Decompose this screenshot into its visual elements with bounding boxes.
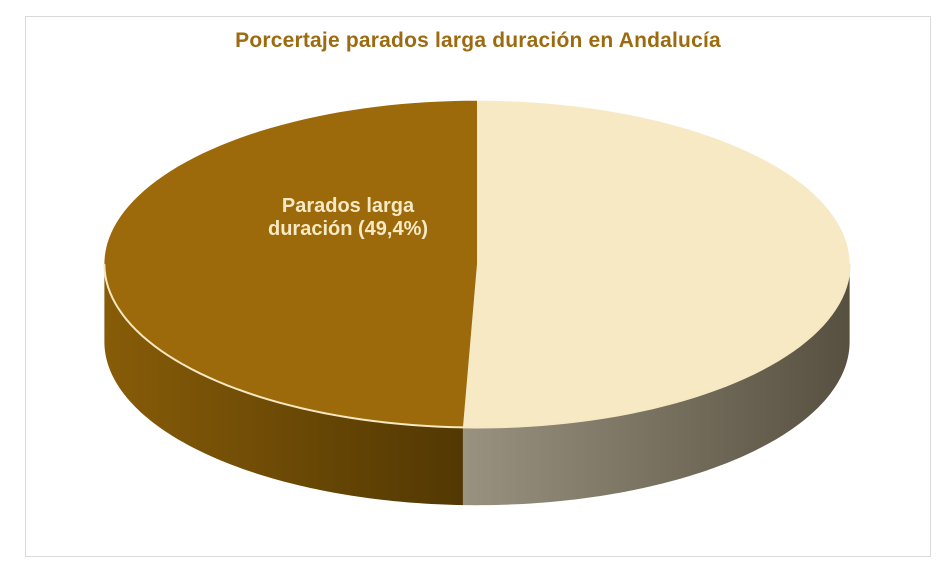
pie-chart [103,100,851,506]
chart-title: Porcertaje parados larga duración en And… [235,29,721,52]
chart-canvas: Porcertaje parados larga duración en And… [25,16,931,557]
